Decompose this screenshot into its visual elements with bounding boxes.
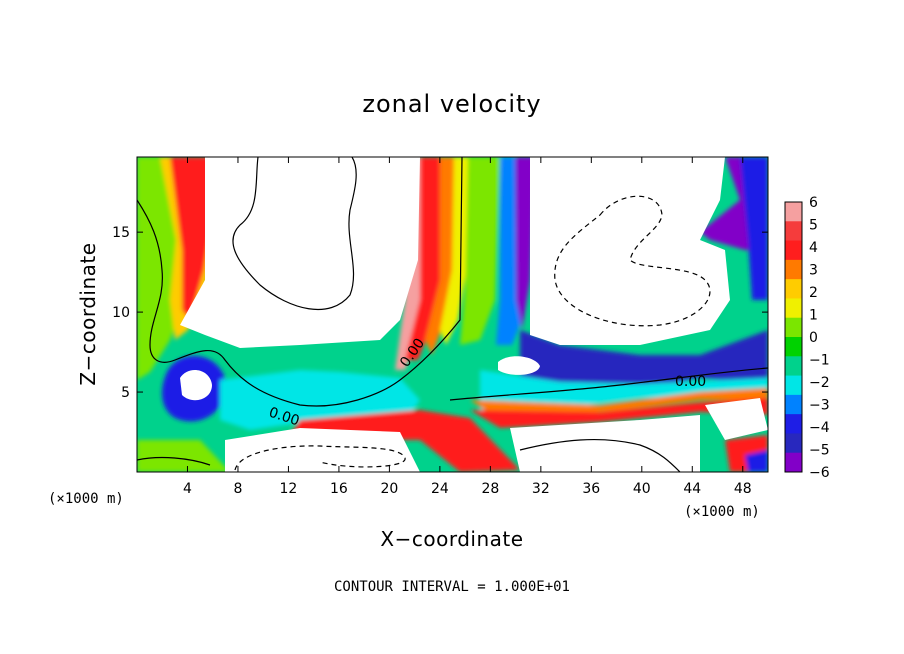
field-left-red [170,157,212,320]
colorbar-segment [785,259,802,280]
velocity-field: 0.00 0.00 0.00 [137,157,768,472]
colorbar-tick-label: 2 [809,285,818,301]
x-tick-label: 16 [330,481,348,497]
colorbar-segment [785,375,802,396]
y-tick-label: 15 [112,225,130,241]
x-tick-label: 32 [532,481,550,497]
colorbar-tick-label: 5 [809,218,818,234]
y-axis-unit: (×1000 m) [48,491,124,507]
colorbar-segment [785,356,802,377]
colorbar-tick-label: 6 [809,195,818,211]
colorbar-tick-label: −2 [809,375,830,391]
colorbar-tick-label: 4 [809,240,818,256]
colorbar-tick-label: −4 [809,420,830,436]
contour-zero-right [449,367,768,401]
colorbar-tick-label: 3 [809,263,818,279]
white-region-left-blob [180,369,212,401]
field-jet-orange [425,157,460,355]
contour-dashed-right [554,195,711,327]
field-lower-red-band [290,410,520,472]
white-region-eye [498,356,540,375]
x-tick-label: 36 [582,481,600,497]
colorbar-segment [785,452,802,473]
contour-label: 0.00 [675,374,706,390]
colorbar-tick-label: −1 [809,353,830,369]
contour-zero-left [137,157,463,407]
colorbar-segment [785,221,802,242]
x-tick-label: 12 [280,481,298,497]
contour-solid-botleft [137,456,211,466]
colorbar-segment [785,317,802,338]
field-bottom-right-blue [745,450,768,472]
x-tick-label: 24 [431,481,449,497]
x-axis-label: X−coordinate [380,527,523,551]
x-tick-label: 44 [683,481,701,497]
x-axis-unit: (×1000 m) [684,504,760,520]
field-right-cyan [480,370,768,410]
x-tick-label: 4 [183,481,192,497]
chart-title: zonal velocity [362,90,541,118]
white-regions [180,157,768,472]
colorbar-tick-label: −5 [809,443,830,459]
colorbar-segment [785,337,802,357]
x-tick-label: 40 [633,481,651,497]
contour-solid-topleft [232,157,357,310]
field-right-red [470,398,768,428]
contour-interval-note: CONTOUR INTERVAL = 1.000E+01 [334,579,570,595]
white-region-top-right [530,157,730,345]
x-tick-label: 28 [481,481,499,497]
colorbar-tick-label: −6 [809,465,830,481]
field-jet-red [405,157,448,360]
y-axis-label: Z−coordinate [76,242,100,385]
colorbar-segment [785,414,802,434]
x-tick-label: 48 [734,481,752,497]
colorbar-segment [785,202,802,222]
colorbar-tick-label: 0 [809,330,818,346]
white-region-bottom-right [510,415,700,472]
white-region-bottom-right2 [705,398,768,440]
contour-solid-bottom [519,438,681,472]
colorbar-frame [784,201,803,473]
field-jet-green [460,157,500,345]
colorbar-tick-label: 1 [809,308,818,324]
field-jet-yellow [440,157,472,345]
y-axis-ticks: 5 10 15 [112,225,768,401]
colorbar-segment [785,394,802,415]
white-region-bottom-mid [225,428,420,472]
white-region-top-left [180,157,420,348]
contour-lines [137,157,768,472]
y-tick-label: 5 [121,385,130,401]
x-axis-ticks: 4 8 12 16 20 24 28 32 36 40 44 48 [183,157,752,497]
field-topright-blue [740,157,768,300]
x-tick-label: 20 [380,481,398,497]
colorbar: 6 5 4 3 2 1 0 −1 −2 −3 −4 −5 −6 [784,195,830,481]
colorbar-segment [785,433,802,454]
x-tick-label: 8 [233,481,242,497]
plot-frame [136,156,769,473]
contour-dashed-bottom [234,445,406,471]
colorbar-segment [785,240,802,261]
colorbar-segment [785,279,802,299]
colorbar-segment [785,298,802,319]
colorbar-tick-label: −3 [809,398,830,414]
y-tick-label: 10 [112,305,130,321]
